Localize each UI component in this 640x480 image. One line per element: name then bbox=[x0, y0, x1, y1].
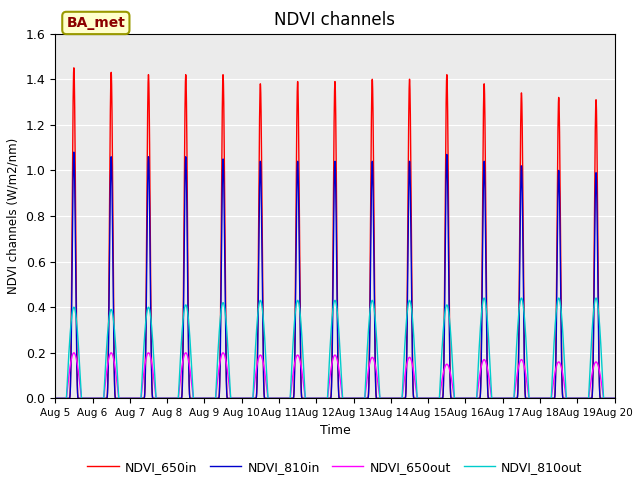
NDVI_810in bbox=[492, 396, 500, 401]
NDVI_810out bbox=[165, 396, 173, 401]
NDVI_810in bbox=[171, 396, 179, 401]
NDVI_650out bbox=[165, 396, 173, 401]
NDVI_650in bbox=[412, 396, 420, 401]
NDVI_650out bbox=[611, 396, 618, 401]
NDVI_810in bbox=[165, 396, 173, 401]
Line: NDVI_650in: NDVI_650in bbox=[55, 68, 614, 398]
NDVI_650out bbox=[261, 369, 269, 375]
NDVI_810in bbox=[611, 396, 618, 401]
Title: NDVI channels: NDVI channels bbox=[275, 11, 396, 29]
NDVI_650in bbox=[171, 396, 179, 401]
NDVI_810out bbox=[592, 295, 600, 301]
NDVI_810in bbox=[609, 396, 616, 401]
NDVI_650in bbox=[70, 65, 77, 71]
X-axis label: Time: Time bbox=[319, 424, 350, 437]
NDVI_650out bbox=[609, 396, 616, 401]
NDVI_650out bbox=[171, 396, 179, 401]
NDVI_810out bbox=[260, 335, 268, 340]
Text: BA_met: BA_met bbox=[67, 16, 125, 30]
Line: NDVI_810in: NDVI_810in bbox=[55, 152, 614, 398]
NDVI_810in bbox=[261, 396, 269, 401]
NDVI_810out bbox=[611, 396, 618, 401]
NDVI_650in bbox=[261, 396, 269, 401]
NDVI_810out bbox=[609, 396, 616, 401]
NDVI_810in bbox=[51, 396, 59, 401]
NDVI_810out bbox=[171, 396, 179, 401]
NDVI_810out bbox=[51, 396, 59, 401]
Line: NDVI_810out: NDVI_810out bbox=[55, 298, 614, 398]
NDVI_650out bbox=[492, 396, 500, 401]
NDVI_810out bbox=[412, 378, 420, 384]
NDVI_650out bbox=[51, 396, 59, 401]
Line: NDVI_650out: NDVI_650out bbox=[55, 353, 614, 398]
NDVI_650out bbox=[412, 389, 420, 395]
NDVI_650in bbox=[611, 396, 618, 401]
NDVI_650in bbox=[492, 396, 500, 401]
NDVI_810in bbox=[412, 396, 420, 401]
NDVI_650in bbox=[609, 396, 616, 401]
Y-axis label: NDVI channels (W/m2/nm): NDVI channels (W/m2/nm) bbox=[7, 138, 20, 294]
Legend: NDVI_650in, NDVI_810in, NDVI_650out, NDVI_810out: NDVI_650in, NDVI_810in, NDVI_650out, NDV… bbox=[83, 456, 588, 479]
NDVI_810out bbox=[492, 396, 499, 401]
NDVI_650in bbox=[51, 396, 59, 401]
NDVI_810in bbox=[70, 149, 77, 155]
NDVI_650in bbox=[165, 396, 173, 401]
NDVI_650out bbox=[70, 350, 77, 356]
